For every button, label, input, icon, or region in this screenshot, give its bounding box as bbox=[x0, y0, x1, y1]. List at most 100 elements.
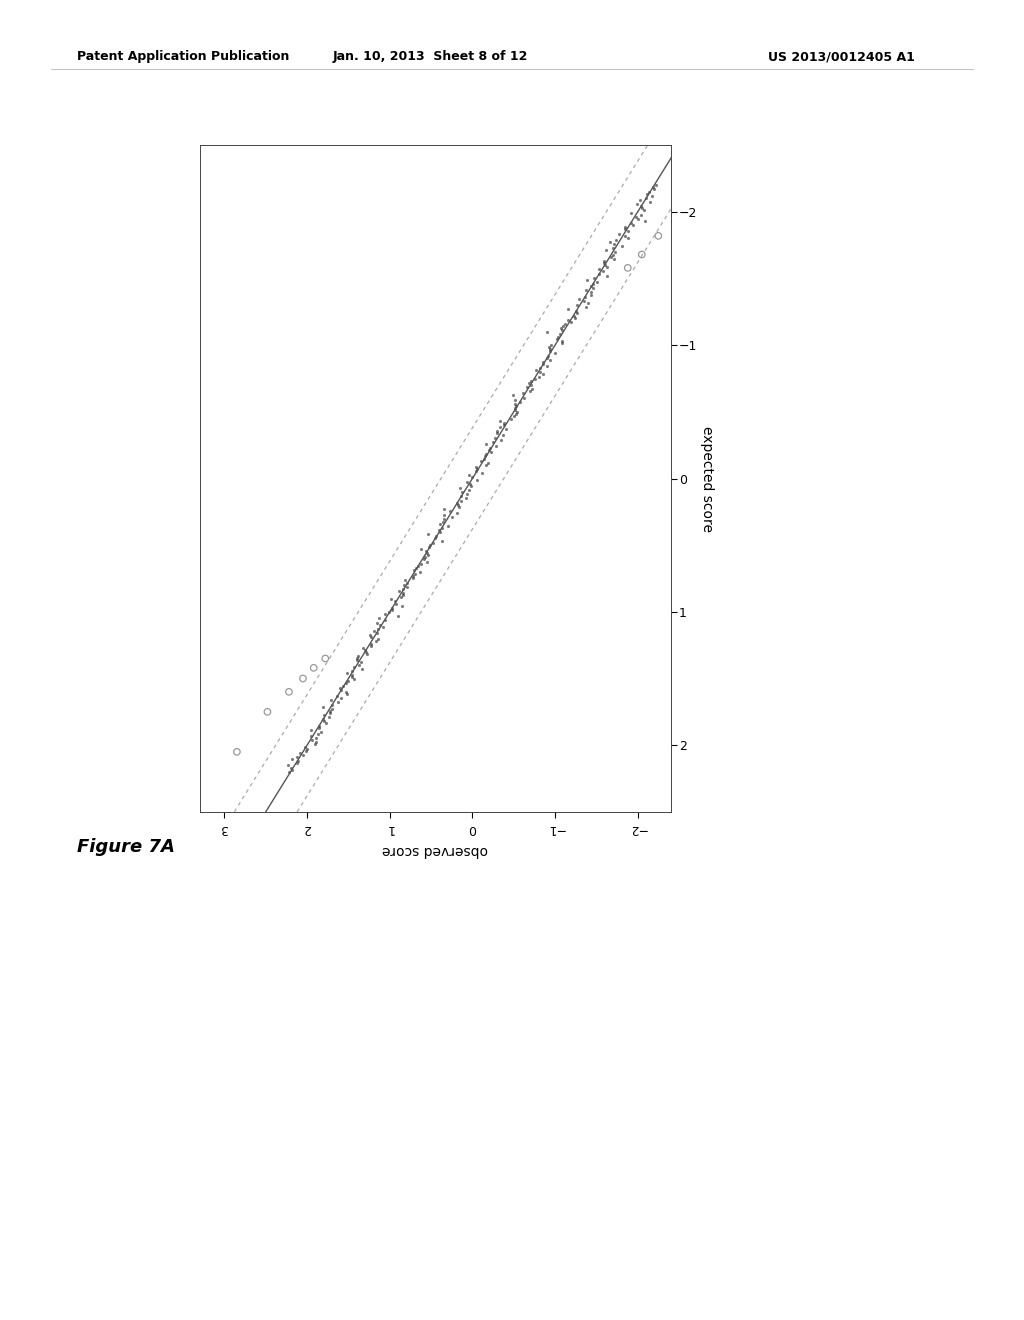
Point bbox=[362, 627, 379, 648]
Point bbox=[605, 244, 622, 265]
Point bbox=[420, 545, 436, 566]
Point bbox=[579, 297, 595, 318]
Point bbox=[589, 272, 605, 293]
Point bbox=[358, 644, 375, 665]
Point bbox=[478, 433, 495, 454]
Point bbox=[620, 257, 636, 279]
Point bbox=[292, 742, 308, 763]
Point bbox=[285, 759, 301, 780]
Point bbox=[344, 664, 360, 685]
Point bbox=[434, 529, 451, 550]
Point bbox=[508, 396, 524, 417]
Point bbox=[372, 614, 388, 635]
Point bbox=[554, 333, 570, 354]
Point bbox=[419, 550, 435, 572]
Point bbox=[607, 242, 624, 263]
Point bbox=[482, 437, 499, 458]
Point bbox=[393, 595, 410, 616]
Point bbox=[431, 513, 447, 535]
Point bbox=[620, 227, 636, 248]
Point bbox=[489, 422, 506, 444]
Point bbox=[330, 692, 346, 713]
Point bbox=[549, 329, 565, 350]
Point bbox=[598, 256, 614, 277]
Point bbox=[454, 482, 470, 503]
Point bbox=[520, 372, 537, 393]
Point bbox=[443, 507, 460, 528]
Point bbox=[568, 302, 585, 323]
Point bbox=[280, 755, 296, 776]
Point bbox=[368, 631, 384, 652]
Point bbox=[340, 671, 356, 692]
Point bbox=[637, 210, 653, 231]
Point bbox=[526, 368, 543, 389]
Point bbox=[591, 259, 607, 280]
Point bbox=[488, 421, 505, 442]
Point bbox=[621, 220, 637, 242]
Point bbox=[598, 240, 614, 261]
Point bbox=[416, 549, 432, 570]
Point bbox=[452, 478, 468, 499]
Point bbox=[358, 642, 375, 663]
Point bbox=[606, 234, 623, 255]
Point bbox=[553, 318, 569, 339]
Point bbox=[483, 442, 500, 463]
Point bbox=[628, 206, 644, 227]
Point bbox=[585, 273, 601, 294]
Point bbox=[369, 623, 385, 644]
Point bbox=[512, 391, 528, 412]
Point bbox=[396, 574, 413, 595]
Point bbox=[434, 511, 451, 532]
Point bbox=[408, 557, 424, 578]
Point bbox=[559, 298, 575, 319]
Point bbox=[329, 685, 345, 706]
Point bbox=[387, 593, 403, 614]
Point bbox=[461, 479, 477, 500]
Point bbox=[616, 216, 633, 238]
Point bbox=[616, 219, 633, 240]
Point bbox=[507, 389, 523, 411]
Point bbox=[468, 457, 484, 478]
Point bbox=[392, 586, 409, 607]
Point bbox=[641, 181, 657, 202]
Point bbox=[583, 276, 599, 297]
Point bbox=[425, 532, 441, 553]
Point bbox=[551, 323, 567, 345]
Point bbox=[338, 673, 354, 694]
Point bbox=[417, 546, 433, 568]
Point bbox=[506, 407, 522, 428]
Point bbox=[355, 638, 372, 659]
Point bbox=[539, 322, 555, 343]
Point bbox=[542, 341, 558, 362]
Point bbox=[344, 667, 360, 688]
Point bbox=[571, 288, 588, 309]
Point bbox=[349, 649, 366, 671]
Point bbox=[284, 748, 300, 770]
Point bbox=[550, 326, 566, 347]
Point bbox=[479, 453, 496, 474]
Point bbox=[390, 606, 407, 627]
Point bbox=[646, 178, 663, 199]
Point bbox=[633, 205, 649, 226]
Point bbox=[464, 467, 480, 488]
Point bbox=[493, 411, 509, 432]
Point bbox=[451, 496, 467, 517]
Point bbox=[524, 379, 541, 400]
Text: Jan. 10, 2013  Sheet 8 of 12: Jan. 10, 2013 Sheet 8 of 12 bbox=[333, 50, 527, 63]
Point bbox=[462, 473, 478, 494]
Point bbox=[259, 701, 275, 722]
Point bbox=[228, 742, 245, 763]
Point bbox=[307, 727, 324, 748]
Point bbox=[542, 350, 558, 371]
Point bbox=[317, 648, 334, 669]
Point bbox=[639, 183, 655, 205]
Point bbox=[596, 252, 612, 273]
Point bbox=[469, 469, 485, 490]
Point bbox=[616, 226, 633, 247]
Point bbox=[290, 751, 306, 772]
Point bbox=[595, 261, 611, 282]
Point bbox=[324, 698, 340, 719]
Point bbox=[322, 702, 338, 723]
Point bbox=[449, 492, 465, 513]
Point bbox=[567, 301, 584, 322]
